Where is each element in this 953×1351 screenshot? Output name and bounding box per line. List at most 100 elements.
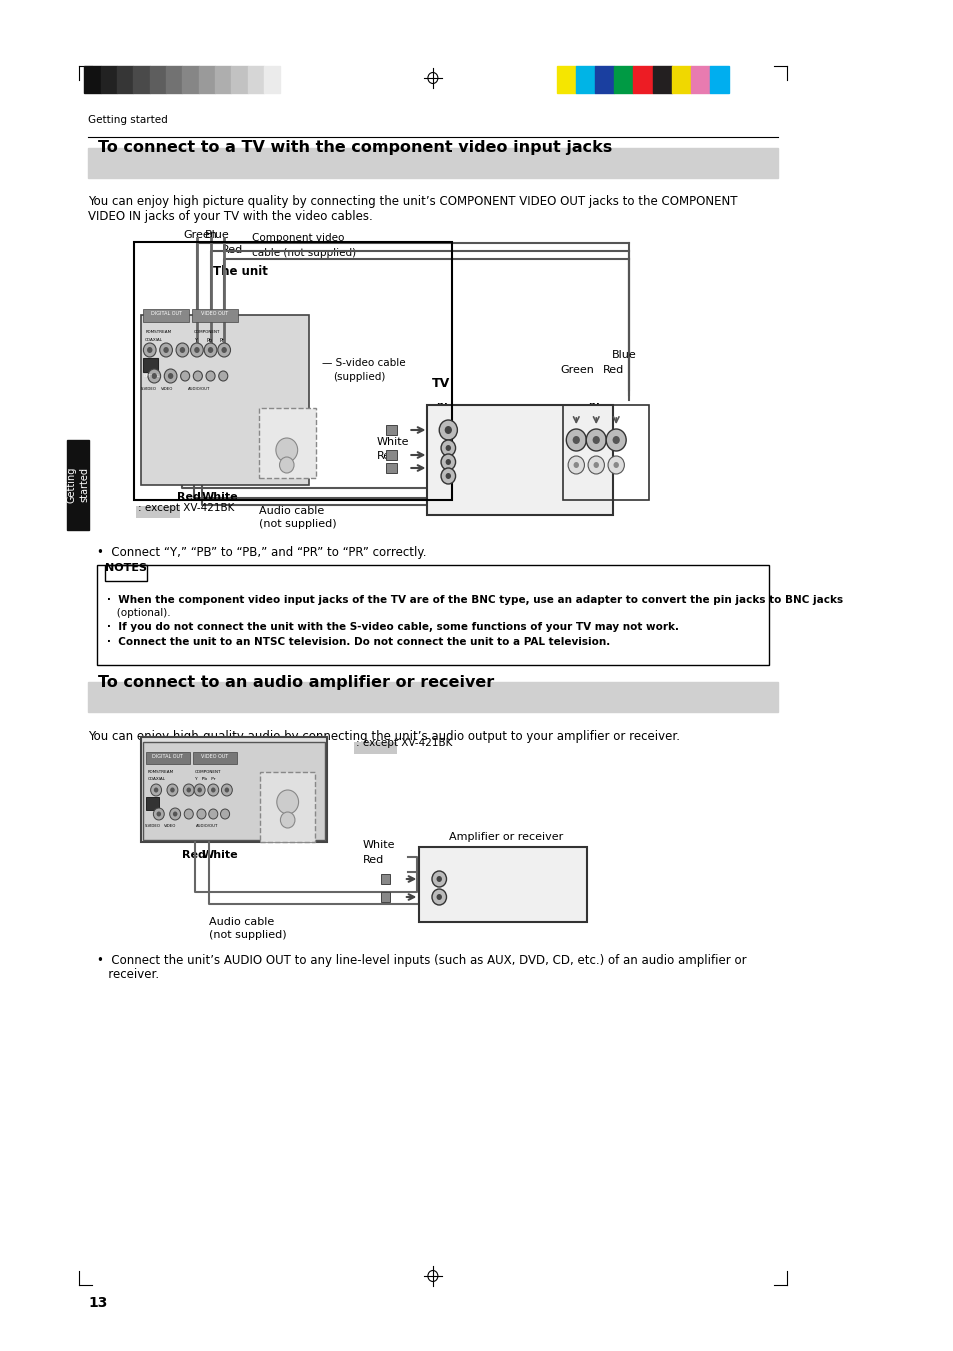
Text: Green: Green <box>559 365 593 376</box>
Circle shape <box>220 809 230 819</box>
Text: AUDIO: AUDIO <box>496 457 529 465</box>
Bar <box>117 66 133 93</box>
Bar <box>232 66 248 93</box>
Circle shape <box>572 436 579 444</box>
Bar <box>381 892 390 902</box>
Circle shape <box>444 426 452 434</box>
Circle shape <box>445 444 451 451</box>
Circle shape <box>191 343 203 357</box>
Text: Pb: Pb <box>207 338 213 343</box>
Text: Red: Red <box>181 850 205 861</box>
Text: White: White <box>376 436 409 447</box>
Bar <box>146 753 190 765</box>
Circle shape <box>184 809 193 819</box>
Bar <box>214 66 232 93</box>
Text: VIDEO OUT: VIDEO OUT <box>201 311 229 316</box>
Text: Audio cable: Audio cable <box>209 917 274 927</box>
Bar <box>193 309 237 322</box>
Bar <box>84 66 101 93</box>
Text: Red: Red <box>376 451 397 461</box>
Bar <box>143 742 325 840</box>
Text: Red: Red <box>222 245 243 255</box>
Text: VIDEO: VIDEO <box>161 386 173 390</box>
Circle shape <box>197 788 202 793</box>
Circle shape <box>186 788 191 793</box>
Bar <box>562 405 648 500</box>
Bar <box>67 440 89 530</box>
Circle shape <box>170 808 180 820</box>
Text: Audio cable: Audio cable <box>258 507 324 516</box>
Text: AUDIO/OUT: AUDIO/OUT <box>189 386 211 390</box>
Text: : except XV-421BK: : except XV-421BK <box>355 738 452 748</box>
Bar <box>150 66 166 93</box>
Bar <box>709 66 728 93</box>
Bar <box>385 426 396 435</box>
Circle shape <box>217 343 231 357</box>
Text: RIGHT: RIGHT <box>462 463 489 473</box>
Bar <box>198 66 214 93</box>
Bar <box>260 771 314 842</box>
Circle shape <box>224 788 229 793</box>
Text: OPTICAL: OPTICAL <box>143 374 160 378</box>
Text: 13: 13 <box>88 1296 108 1310</box>
Circle shape <box>438 420 456 440</box>
Circle shape <box>196 809 206 819</box>
Circle shape <box>568 457 584 474</box>
Bar <box>140 315 308 485</box>
Text: IN: IN <box>436 403 448 413</box>
Bar <box>143 358 158 372</box>
Text: (optional).: (optional). <box>107 608 171 617</box>
Circle shape <box>592 436 599 444</box>
Text: ·  Connect the unit to an NTSC television. Do not connect the unit to a PAL tele: · Connect the unit to an NTSC television… <box>107 638 610 647</box>
Bar <box>633 66 652 93</box>
Bar <box>264 66 280 93</box>
Bar <box>557 66 576 93</box>
Text: COAXIAL: COAXIAL <box>148 777 166 781</box>
Circle shape <box>180 372 190 381</box>
Bar <box>146 797 158 811</box>
Text: •  Connect the unit’s AUDIO OUT to any line-level inputs (such as AUX, DVD, CD, : • Connect the unit’s AUDIO OUT to any li… <box>97 954 746 967</box>
Circle shape <box>147 347 152 353</box>
Circle shape <box>170 788 174 793</box>
Circle shape <box>605 430 625 451</box>
Text: (supplied): (supplied) <box>333 372 385 382</box>
Text: VIDEO OUT: VIDEO OUT <box>201 754 229 759</box>
Text: LEFT: LEFT <box>462 450 482 459</box>
Text: Blue: Blue <box>205 230 230 240</box>
Text: Pr: Pr <box>219 338 224 343</box>
Text: ·  If you do not connect the unit with the S-video cable, some functions of your: · If you do not connect the unit with th… <box>107 621 679 632</box>
Circle shape <box>176 343 189 357</box>
Circle shape <box>153 788 158 793</box>
Text: COMPONENT: COMPONENT <box>194 330 220 334</box>
Text: PDMSTREAM: PDMSTREAM <box>148 770 173 774</box>
Circle shape <box>275 438 297 462</box>
Text: S-VIDEO: S-VIDEO <box>144 824 160 828</box>
Circle shape <box>148 369 160 382</box>
Circle shape <box>159 343 172 357</box>
Text: White: White <box>201 492 238 503</box>
Text: DIGITAL OUT: DIGITAL OUT <box>152 754 183 759</box>
Bar <box>576 66 595 93</box>
Text: •  Connect “Y,” “PB” to “PB,” and “PR” to “PR” correctly.: • Connect “Y,” “PB” to “PB,” and “PR” to… <box>97 546 426 559</box>
Text: S-VIDEO: S-VIDEO <box>462 417 504 427</box>
Bar <box>134 242 452 500</box>
Bar <box>105 565 147 581</box>
Circle shape <box>440 467 456 484</box>
Circle shape <box>221 784 233 796</box>
Text: S-VIDEO: S-VIDEO <box>141 386 156 390</box>
Circle shape <box>167 784 177 796</box>
Text: Red: Red <box>176 492 201 503</box>
Circle shape <box>218 372 228 381</box>
Bar <box>385 463 396 473</box>
Bar <box>166 66 182 93</box>
Text: IN: IN <box>587 403 599 413</box>
Circle shape <box>143 343 156 357</box>
Bar <box>614 66 633 93</box>
Text: White: White <box>201 850 238 861</box>
Text: Red: Red <box>363 855 384 865</box>
Bar <box>182 66 198 93</box>
Bar <box>426 405 612 515</box>
Circle shape <box>445 473 451 480</box>
Text: The unit: The unit <box>213 265 268 278</box>
Circle shape <box>276 790 298 815</box>
